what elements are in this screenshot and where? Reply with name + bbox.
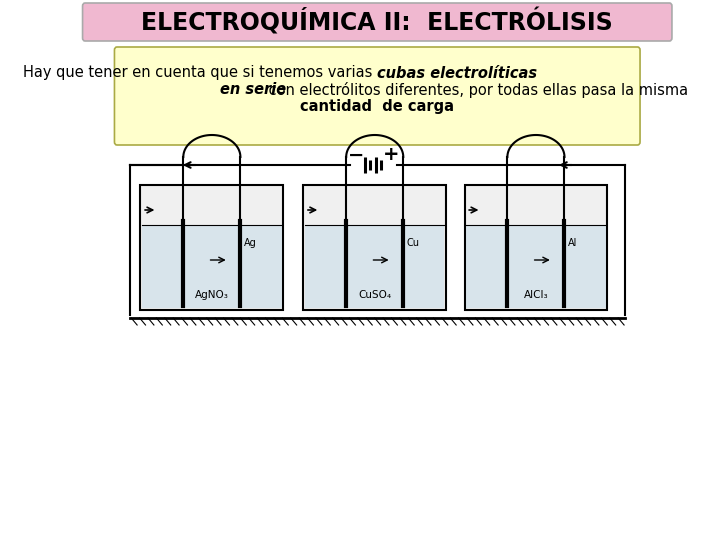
Bar: [142, 225, 282, 308]
Text: cubas electrolíticas: cubas electrolíticas: [377, 65, 537, 80]
Bar: [467, 225, 606, 308]
Bar: [303, 185, 446, 310]
Text: AlCl₃: AlCl₃: [523, 290, 548, 300]
Text: CuSO₄: CuSO₄: [358, 290, 391, 300]
Text: ELECTROQUÍMICA II:  ELECTRÓLISIS: ELECTROQUÍMICA II: ELECTRÓLISIS: [141, 9, 613, 36]
Text: Cu: Cu: [407, 238, 420, 248]
Text: Hay que tener en cuenta que si tenemos varias: Hay que tener en cuenta que si tenemos v…: [23, 65, 377, 80]
Text: −: −: [348, 145, 364, 165]
FancyBboxPatch shape: [83, 3, 672, 41]
Text: cantidad  de carga: cantidad de carga: [300, 99, 454, 114]
Text: AgNO₃: AgNO₃: [195, 290, 229, 300]
Text: con electrólitos diferentes, por todas ellas pasa la misma: con electrólitos diferentes, por todas e…: [264, 82, 688, 98]
Text: en serie: en serie: [220, 83, 287, 98]
Text: Al: Al: [568, 238, 577, 248]
FancyBboxPatch shape: [114, 47, 640, 145]
Text: Ag: Ag: [244, 238, 256, 248]
Bar: [140, 185, 283, 310]
Bar: [464, 185, 607, 310]
Bar: [305, 225, 444, 308]
Text: +: +: [383, 145, 400, 165]
